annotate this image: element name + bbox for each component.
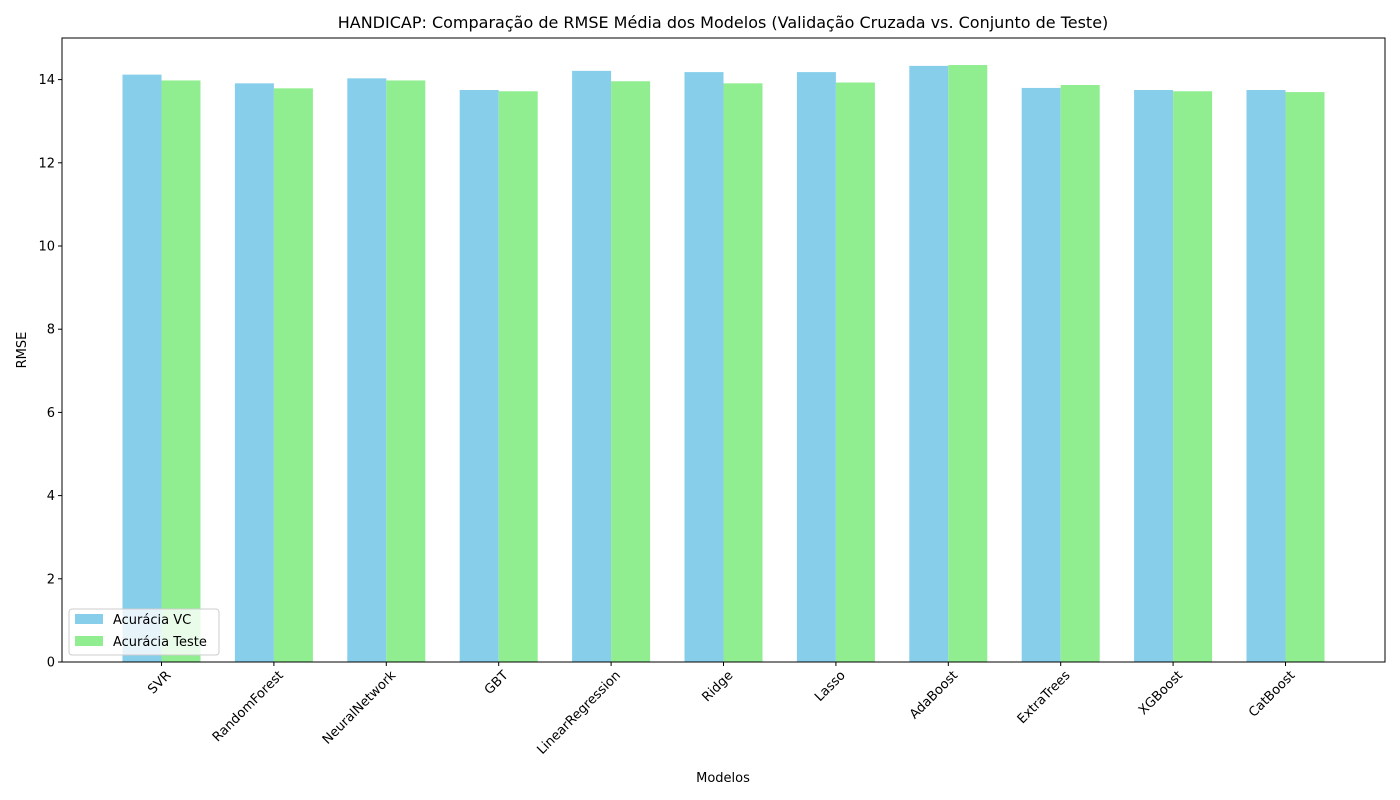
bar-test-ridge xyxy=(723,83,763,663)
bar-cv-extratrees xyxy=(1021,87,1061,663)
bar-cv-lasso xyxy=(796,72,836,663)
y-tick-label: 0 xyxy=(47,656,55,671)
legend: Acurácia VC Acurácia Teste xyxy=(68,608,220,656)
bar-test-randomforest xyxy=(273,88,313,663)
y-tick-label: 8 xyxy=(47,323,55,338)
bar-test-xgboost xyxy=(1173,91,1213,662)
y-tick-label: 10 xyxy=(38,240,55,255)
bar-test-extratrees xyxy=(1060,85,1100,662)
legend-box xyxy=(68,608,220,656)
y-tick-label: 14 xyxy=(38,73,55,88)
bar-cv-gbt xyxy=(459,90,499,662)
y-axis-label: RMSE xyxy=(15,332,30,369)
bar-cv-randomforest xyxy=(234,83,274,663)
y-tick-label: 4 xyxy=(47,489,55,504)
y-tick-label: 6 xyxy=(47,406,55,421)
y-tick-label: 12 xyxy=(38,156,55,171)
bar-cv-svr xyxy=(122,74,162,663)
bar-cv-ridge xyxy=(684,72,724,663)
bar-test-catboost xyxy=(1285,92,1325,662)
bar-cv-linearregression xyxy=(572,70,612,663)
bar-cv-catboost xyxy=(1246,90,1286,662)
bar-cv-adaboost xyxy=(909,65,949,663)
bars-group xyxy=(122,65,1325,663)
legend-swatch-test xyxy=(75,636,103,646)
chart-title: HANDICAP: Comparação de RMSE Média dos M… xyxy=(338,13,1109,32)
bar-test-gbt xyxy=(498,91,538,662)
y-tick-label: 2 xyxy=(47,572,55,587)
x-axis-label: Modelos xyxy=(696,771,750,786)
bar-test-svr xyxy=(161,80,201,663)
bar-cv-xgboost xyxy=(1134,90,1174,662)
y-axis: 0 2 4 6 8 10 12 14 xyxy=(38,73,62,671)
legend-swatch-cv xyxy=(75,614,103,624)
bar-test-linearregression xyxy=(611,81,651,662)
legend-label-cv: Acurácia VC xyxy=(113,613,191,628)
legend-label-test: Acurácia Teste xyxy=(113,635,207,650)
bar-test-neuralnetwork xyxy=(386,80,426,663)
bar-test-lasso xyxy=(835,82,875,662)
bar-cv-neuralnetwork xyxy=(347,78,387,663)
bar-test-adaboost xyxy=(948,65,988,663)
